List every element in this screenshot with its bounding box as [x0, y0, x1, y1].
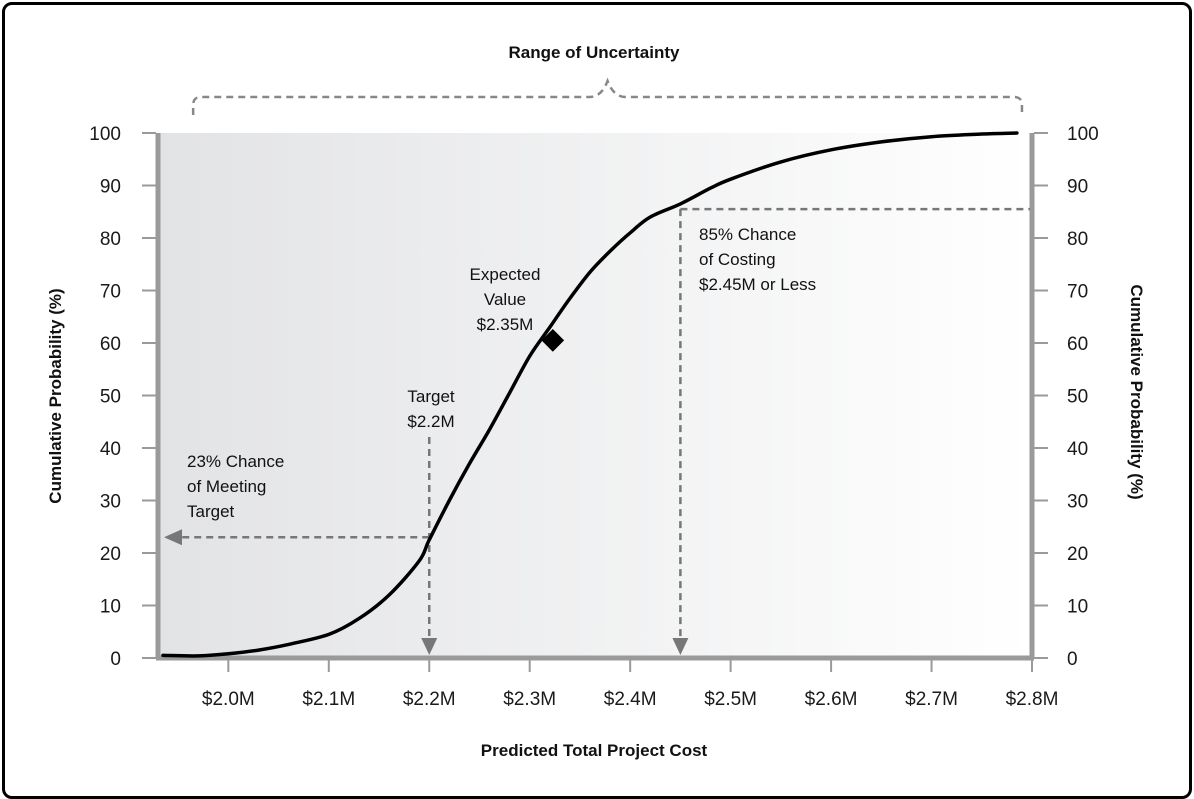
x-tick-label: $2.6M [805, 689, 858, 710]
x-tick-label: $2.3M [503, 689, 556, 710]
y-tick-label-left: 60 [100, 334, 121, 355]
y-tick-label-right: 40 [1067, 439, 1088, 460]
y-tick-label-right: 10 [1067, 597, 1088, 618]
y-tick-label-right: 90 [1067, 177, 1088, 198]
y-tick-label-right: 80 [1067, 229, 1088, 250]
costing-arrow-head [672, 638, 689, 655]
y-tick-label-left: 30 [100, 492, 121, 513]
y-tick-label-left: 20 [100, 544, 121, 565]
y-tick-label-left: 50 [100, 387, 121, 408]
costing-annotation: 85% Chance of Costing $2.45M or Less [699, 225, 816, 294]
y-tick-label-right: 100 [1067, 124, 1099, 145]
x-axis-label: Predicted Total Project Cost [481, 741, 708, 760]
cumulative-probability-curve [161, 131, 1019, 658]
expected-value-annotation: Expected Value $2.35M [470, 265, 541, 334]
y-tick-label-left: 10 [100, 597, 121, 618]
meeting-line-1: 23% Chance [187, 452, 284, 471]
y-tick-label-right: 30 [1067, 492, 1088, 513]
meeting-arrow-head [164, 529, 182, 546]
y-tick-label-right: 50 [1067, 387, 1088, 408]
x-tick-label: $2.5M [704, 689, 757, 710]
meeting-target-annotation: 23% Chance of Meeting Target [187, 452, 284, 521]
expected-value-marker [541, 329, 565, 352]
range-bracket [191, 77, 1024, 115]
y-tick-label-right: 0 [1067, 649, 1078, 670]
chart-title: Range of Uncertainty [509, 43, 681, 62]
meeting-line-3: Target [187, 502, 235, 521]
expected-line-3: $2.35M [477, 315, 534, 334]
x-tick-label: $2.0M [202, 689, 255, 710]
y-tick-label-left: 70 [100, 282, 121, 303]
y-tick-label-left: 90 [100, 177, 121, 198]
meeting-line-2: of Meeting [187, 477, 266, 496]
target-annotation: Target $2.2M [407, 387, 455, 431]
y-tick-label-left: 0 [110, 649, 121, 670]
x-tick-label: $2.4M [604, 689, 657, 710]
x-tick-label: $2.2M [403, 689, 456, 710]
target-line-1: Target [407, 387, 455, 406]
x-tick-label: $2.7M [905, 689, 958, 710]
costing-line-2: of Costing [699, 250, 776, 269]
target-arrow-head [421, 638, 438, 655]
expected-line-2: Value [484, 290, 526, 309]
y-tick-label-right: 60 [1067, 334, 1088, 355]
y-tick-label-left: 100 [89, 124, 121, 145]
y-axis-label-left: Cumulative Probability (%) [46, 288, 65, 503]
costing-line-3: $2.45M or Less [699, 275, 816, 294]
x-tick-label: $2.1M [302, 689, 355, 710]
y-tick-label-left: 80 [100, 229, 121, 250]
target-line-2: $2.2M [407, 412, 454, 431]
y-tick-label-right: 70 [1067, 282, 1088, 303]
y-tick-label-left: 40 [100, 439, 121, 460]
x-tick-label: $2.8M [1006, 689, 1059, 710]
plot-area [158, 133, 1032, 658]
y-tick-label-right: 20 [1067, 544, 1088, 565]
y-axis-label-right: Cumulative Probability (%) [1127, 284, 1146, 499]
expected-line-1: Expected [470, 265, 541, 284]
costing-line-1: 85% Chance [699, 225, 796, 244]
